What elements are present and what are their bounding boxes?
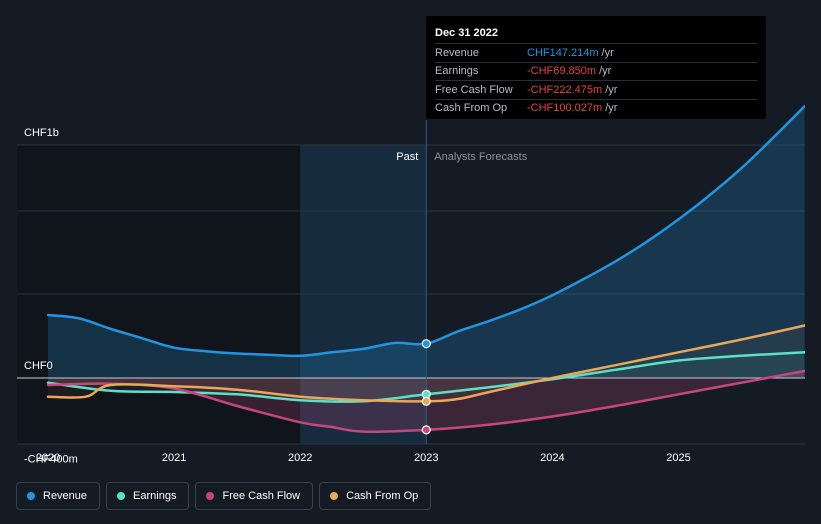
marker-free-cash-flow — [421, 425, 431, 435]
tooltip-unit: /yr — [605, 102, 618, 115]
tooltip: Dec 31 2022 Revenue CHF147.214m /yr Earn… — [426, 16, 766, 119]
marker-revenue — [421, 339, 431, 349]
tooltip-label: Free Cash Flow — [435, 83, 513, 96]
grid-lines — [17, 144, 805, 445]
x-axis-labels: 2020 2021 2022 2023 2024 2025 — [36, 452, 691, 464]
y-tick-label: CHF0 — [24, 360, 53, 372]
x-tick-label: 2022 — [288, 452, 312, 464]
legend-item-revenue[interactable]: Revenue — [16, 482, 101, 510]
legend-label: Earnings — [133, 490, 177, 502]
legend-label: Revenue — [43, 490, 88, 502]
line-cash-from-op — [46, 324, 805, 403]
tooltip-value: -CHF222.475m — [527, 83, 603, 96]
marker-cash-from-op — [421, 396, 431, 406]
legend-label: Cash From Op — [346, 490, 419, 502]
tooltip-date: Dec 31 2022 — [435, 27, 498, 39]
tooltip-unit: /yr — [601, 46, 614, 59]
past-label: Past — [396, 151, 418, 163]
earnings-dot-icon — [117, 492, 126, 500]
x-tick-label: 2020 — [36, 452, 60, 464]
area-cash-from-op — [48, 325, 805, 402]
y-tick-label: CHF1b — [24, 127, 59, 139]
tooltip-value: -CHF100.027m — [527, 102, 603, 115]
area-revenue — [48, 106, 805, 379]
x-tick-label: 2021 — [162, 452, 186, 464]
tooltip-row-earnings: Earnings -CHF69.850m /yr — [435, 61, 757, 81]
revenue-dot-icon — [27, 492, 35, 500]
x-tick-label: 2024 — [540, 452, 564, 464]
forecast-label: Analysts Forecasts — [434, 151, 527, 163]
tooltip-row-revenue: Revenue CHF147.214m /yr — [435, 43, 757, 62]
legend-item-free-cash-flow[interactable]: Free Cash Flow — [195, 482, 314, 510]
y-axis-labels: CHF1b CHF0 -CHF400m — [24, 127, 78, 465]
tooltip-row-free-cash-flow: Free Cash Flow -CHF222.475m /yr — [435, 80, 757, 99]
x-tick-label: 2025 — [666, 452, 690, 464]
legend-item-earnings[interactable]: Earnings — [106, 482, 190, 510]
tooltip-unit: /yr — [599, 65, 612, 78]
cash-from-op-dot-icon — [330, 492, 339, 500]
legend-item-cash-from-op[interactable]: Cash From Op — [319, 482, 432, 510]
tooltip-unit: /yr — [605, 83, 618, 96]
tooltip-label: Cash From Op — [435, 102, 508, 115]
legend-label: Free Cash Flow — [222, 490, 301, 502]
tooltip-label: Earnings — [435, 65, 479, 78]
tooltip-row-cash-from-op: Cash From Op -CHF100.027m /yr — [435, 98, 757, 118]
tooltip-label: Revenue — [435, 46, 480, 59]
y-tick-label: -CHF400m — [24, 453, 78, 465]
free-cash-flow-dot-icon — [206, 492, 215, 500]
series-markers — [421, 339, 431, 435]
tooltip-value: -CHF69.850m — [527, 65, 597, 78]
tooltip-value: CHF147.214m — [527, 46, 599, 59]
legend: Revenue Earnings Free Cash Flow Cash Fro… — [16, 482, 432, 512]
x-tick-label: 2023 — [414, 452, 438, 464]
line-free-cash-flow — [46, 369, 805, 433]
